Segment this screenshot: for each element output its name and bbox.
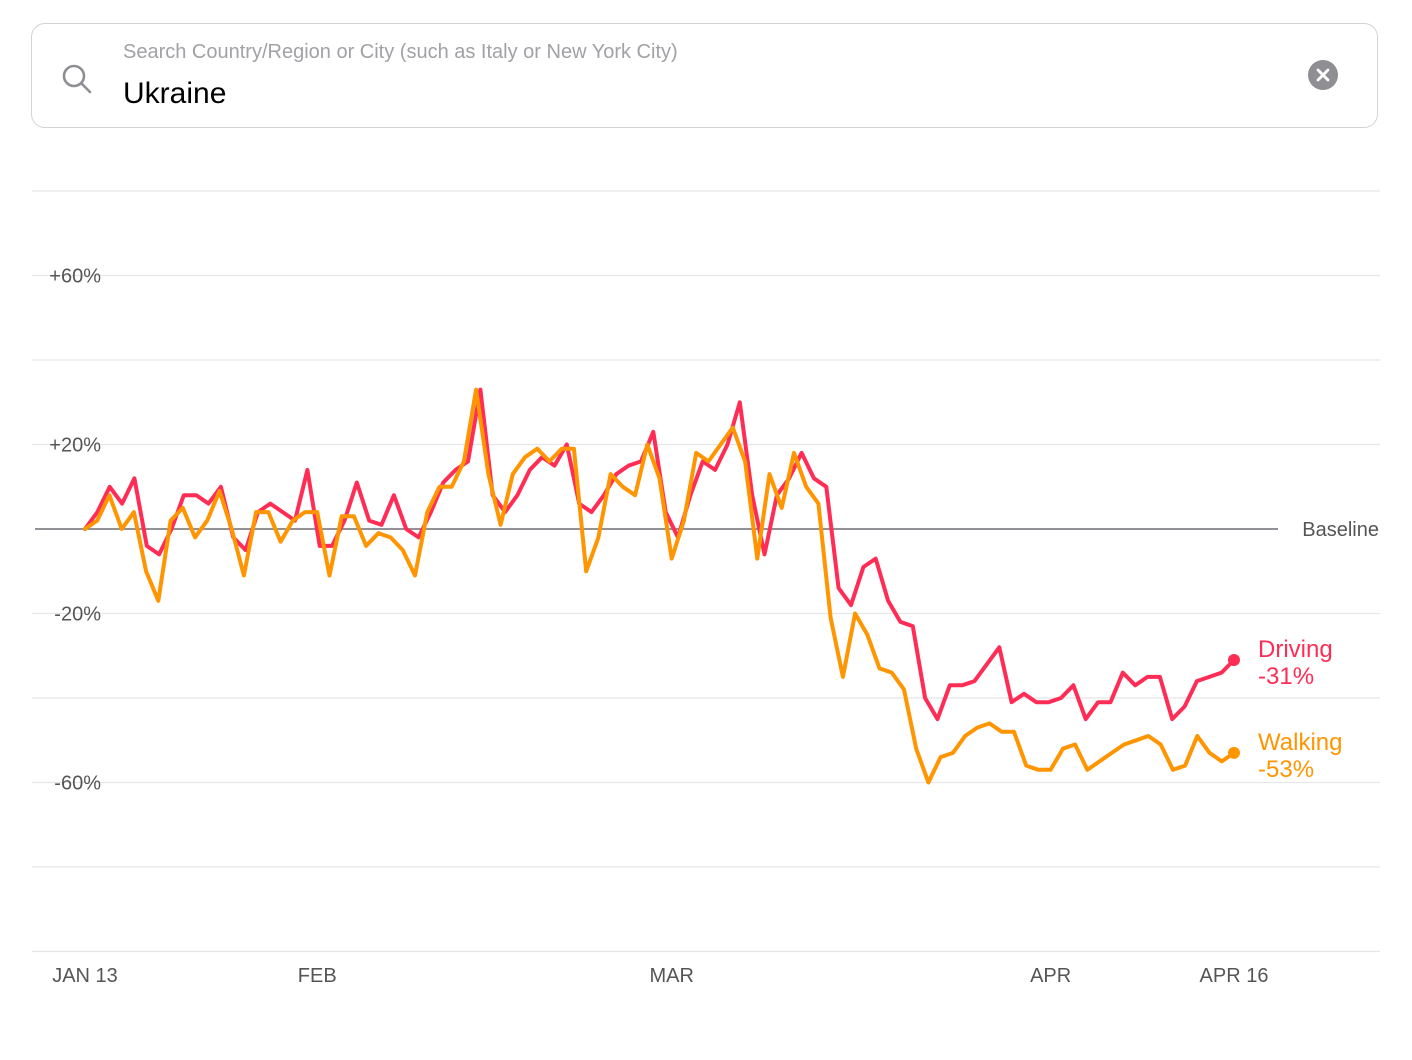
series-value-label: -31% xyxy=(1258,663,1314,690)
series-line-driving xyxy=(83,387,1236,722)
series-endpoint-walking xyxy=(1228,746,1240,759)
y-tick-label: +60% xyxy=(49,266,101,288)
search-field[interactable]: Search Country/Region or City (such as I… xyxy=(31,23,1378,128)
y-tick-label: -20% xyxy=(54,604,101,626)
mobility-chart: +60% +20% -20% -60% Baseline JAN 13 FEB MAR APR A… xyxy=(32,190,1380,987)
x-tick-label: APR xyxy=(1030,965,1071,987)
search-placeholder: Search Country/Region or City (such as I… xyxy=(123,41,678,63)
x-tick-label: JAN 13 xyxy=(52,965,118,987)
search-icon xyxy=(60,62,94,96)
series-name-label: Walking xyxy=(1258,729,1342,756)
search-input[interactable]: Ukraine xyxy=(123,77,227,110)
x-tick-label: MAR xyxy=(649,965,693,987)
y-tick-label: +20% xyxy=(49,435,101,457)
y-tick-label: -60% xyxy=(54,773,101,795)
series-line-walking xyxy=(83,387,1236,785)
series-value-label: -53% xyxy=(1258,756,1314,783)
baseline-label: Baseline xyxy=(1302,519,1379,541)
x-tick-label: FEB xyxy=(298,965,337,987)
series-name-label: Driving xyxy=(1258,636,1333,663)
series-endpoint-driving xyxy=(1228,653,1240,666)
clear-icon[interactable] xyxy=(1308,60,1338,90)
x-tick-label: APR 16 xyxy=(1200,965,1269,987)
